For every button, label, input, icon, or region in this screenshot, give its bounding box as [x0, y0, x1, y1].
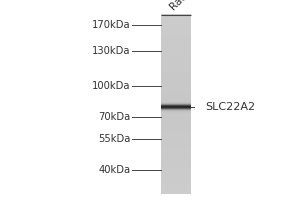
Bar — [160, 176, 190, 180]
Bar — [160, 54, 190, 59]
Bar — [160, 154, 190, 158]
Bar — [160, 103, 190, 104]
Bar — [160, 91, 190, 95]
Bar — [160, 32, 190, 37]
Text: 170kDa: 170kDa — [92, 20, 130, 30]
Bar — [160, 82, 190, 86]
Bar — [160, 105, 190, 106]
Bar — [160, 131, 190, 136]
Bar — [160, 113, 190, 114]
Bar — [160, 162, 190, 167]
Bar — [160, 86, 190, 90]
Bar — [160, 106, 190, 107]
Text: SLC22A2: SLC22A2 — [206, 102, 256, 112]
Bar — [160, 36, 190, 41]
Bar — [160, 112, 190, 113]
Bar — [160, 111, 190, 112]
Text: 70kDa: 70kDa — [98, 112, 130, 122]
Bar — [160, 41, 190, 46]
Bar — [160, 50, 190, 54]
Bar — [160, 59, 190, 64]
Bar — [160, 14, 190, 194]
Bar — [160, 185, 190, 190]
Bar — [160, 95, 190, 100]
Bar — [160, 64, 190, 68]
Bar — [160, 117, 190, 122]
Bar — [160, 144, 190, 149]
Text: 130kDa: 130kDa — [92, 46, 130, 56]
Text: 55kDa: 55kDa — [98, 134, 130, 144]
Bar — [160, 113, 190, 117]
Bar — [160, 23, 190, 27]
Bar — [160, 101, 190, 102]
Text: Rat brain: Rat brain — [168, 0, 209, 12]
Bar — [160, 180, 190, 185]
Bar — [160, 27, 190, 32]
Bar — [160, 110, 190, 111]
Bar — [160, 108, 190, 113]
Bar — [160, 149, 190, 154]
Bar — [160, 107, 190, 108]
Bar — [160, 102, 190, 103]
Bar — [160, 104, 190, 108]
Bar — [160, 171, 190, 176]
Bar — [160, 100, 190, 101]
Bar — [160, 140, 190, 144]
Bar — [160, 122, 190, 127]
Text: 40kDa: 40kDa — [98, 165, 130, 175]
Bar — [160, 167, 190, 171]
Bar — [160, 108, 190, 109]
Bar — [160, 68, 190, 73]
Bar — [160, 19, 190, 23]
Bar — [160, 136, 190, 140]
Bar — [160, 104, 190, 105]
Bar — [160, 99, 190, 104]
Bar — [160, 72, 190, 77]
Bar — [160, 109, 190, 110]
Bar — [160, 158, 190, 162]
Bar — [160, 77, 190, 82]
Bar — [160, 190, 190, 194]
Bar — [160, 127, 190, 131]
Bar — [160, 14, 190, 19]
Bar — [160, 46, 190, 50]
Text: 100kDa: 100kDa — [92, 81, 130, 91]
